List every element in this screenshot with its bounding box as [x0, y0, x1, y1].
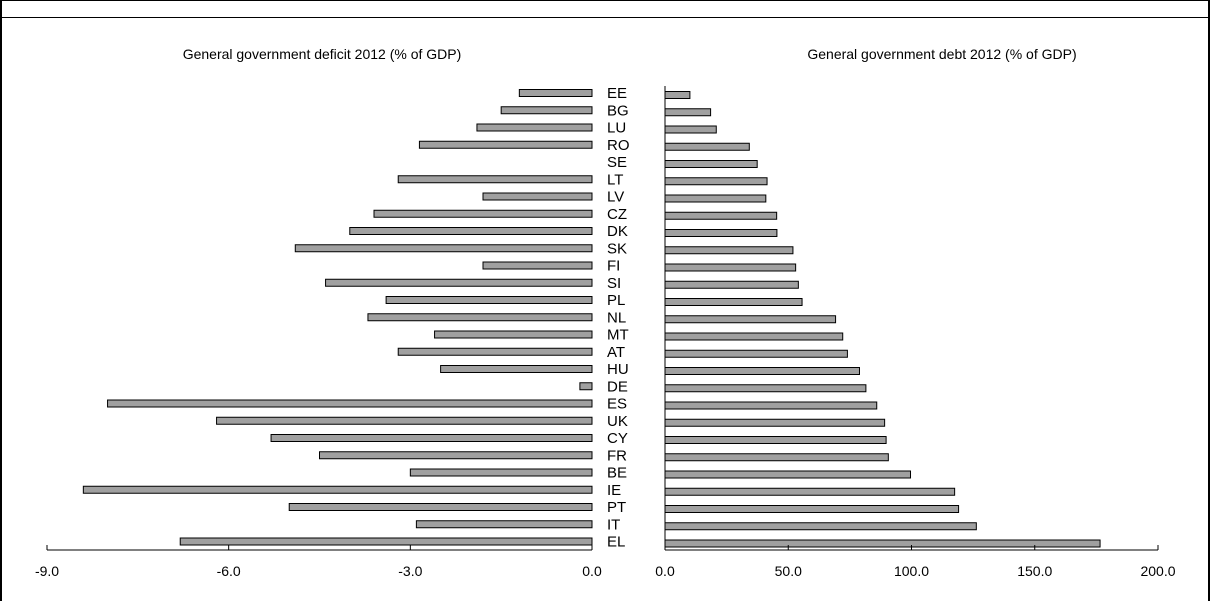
debt-bar-bg — [664, 108, 712, 117]
deficit-bar-mt — [434, 330, 593, 339]
deficit-bar-si — [325, 278, 593, 287]
debt-tick-label: 200.0 — [1140, 563, 1175, 579]
deficit-bar-be — [409, 468, 593, 477]
deficit-bar-el — [179, 537, 593, 546]
debt-bar-ro — [664, 142, 750, 151]
country-label-uk: UK — [607, 413, 628, 430]
country-label-be: BE — [607, 465, 627, 482]
country-label-se: SE — [607, 154, 627, 171]
debt-tick-label: 0.0 — [655, 563, 675, 579]
debt-bar-cy — [664, 436, 887, 444]
deficit-bar-nl — [367, 313, 593, 322]
debt-bar-ie — [664, 487, 956, 496]
debt-bar-lu — [664, 125, 717, 134]
debt-bar-hu — [664, 367, 860, 375]
deficit-bar-at — [397, 347, 593, 356]
country-label-lt: LT — [607, 171, 623, 188]
deficit-tick-label: 0.0 — [582, 563, 602, 579]
country-label-si: SI — [607, 275, 621, 292]
deficit-bar-bg — [500, 106, 593, 115]
deficit-bar-ee — [518, 89, 593, 97]
debt-bar-it — [664, 522, 977, 531]
country-label-el: EL — [607, 534, 625, 551]
country-label-bg: BG — [607, 102, 629, 119]
country-label-cy: CY — [607, 430, 628, 447]
debt-bar-mt — [664, 332, 844, 341]
debt-bar-uk — [664, 418, 886, 427]
country-label-dk: DK — [607, 223, 628, 240]
debt-bar-el — [664, 539, 1101, 548]
country-label-de: DE — [607, 378, 628, 395]
debt-bar-fi — [664, 263, 797, 272]
debt-bar-es — [664, 401, 878, 410]
country-label-lu: LU — [607, 120, 626, 137]
debt-tick-label: 100.0 — [894, 563, 929, 579]
deficit-bar-ro — [418, 140, 593, 149]
country-label-ie: IE — [607, 482, 621, 499]
country-label-lv: LV — [607, 189, 624, 206]
country-label-mt: MT — [607, 327, 629, 344]
debt-tick-label: 150.0 — [1017, 563, 1052, 579]
debt-chart-title: General government debt 2012 (% of GDP) — [807, 46, 1076, 62]
debt-chart: 0.0 50.0 100.0 150.0 200.0 — [655, 86, 1176, 579]
deficit-bar-lt — [397, 175, 593, 184]
debt-bar-si — [664, 280, 799, 289]
deficit-bar-it — [415, 520, 593, 529]
debt-bar-be — [664, 470, 912, 479]
deficit-bar-lu — [476, 123, 593, 132]
debt-bar-ee — [664, 91, 691, 99]
deficit-chart: EEBGLUROSELTLVCZDKSKFISIPLNLMTATHUDEESUK… — [35, 85, 630, 579]
deficit-bar-ie — [82, 485, 593, 494]
debt-bar-se — [664, 160, 758, 168]
debt-bar-pt — [664, 505, 960, 513]
deficit-bar-pt — [288, 503, 593, 511]
country-label-es: ES — [607, 396, 627, 413]
deficit-bar-de — [579, 382, 593, 391]
deficit-tick-label: -6.0 — [217, 563, 241, 579]
deficit-bar-pl — [385, 296, 593, 304]
country-label-at: AT — [607, 344, 625, 361]
deficit-bar-cz — [373, 209, 593, 218]
country-label-sk: SK — [607, 240, 627, 257]
top-border-strip — [0, 0, 1210, 18]
deficit-bar-fi — [482, 261, 593, 270]
debt-bar-at — [664, 349, 848, 358]
country-label-it: IT — [607, 516, 620, 533]
country-label-fr: FR — [607, 447, 627, 464]
country-label-ro: RO — [607, 137, 630, 154]
deficit-tick-label: -3.0 — [398, 563, 422, 579]
country-label-ee: EE — [607, 85, 627, 102]
deficit-bar-lv — [482, 192, 593, 201]
deficit-bar-cy — [270, 434, 593, 442]
deficit-bar-uk — [216, 416, 593, 425]
debt-bar-dk — [664, 229, 778, 237]
debt-bar-de — [664, 384, 867, 393]
deficit-bar-hu — [440, 365, 593, 373]
debt-bar-lt — [664, 177, 768, 186]
country-label-hu: HU — [607, 361, 629, 378]
country-label-pl: PL — [607, 292, 625, 309]
deficit-bar-es — [107, 399, 593, 408]
deficit-tick-label: -9.0 — [35, 563, 59, 579]
deficit-chart-title: General government deficit 2012 (% of GD… — [183, 46, 462, 62]
country-label-nl: NL — [607, 309, 626, 326]
country-label-cz: CZ — [607, 206, 627, 223]
debt-bar-lv — [664, 194, 767, 203]
country-label-fi: FI — [607, 258, 620, 275]
debt-bar-fr — [664, 453, 889, 462]
debt-bar-sk — [664, 246, 794, 255]
deficit-bar-dk — [349, 227, 593, 235]
debt-bar-pl — [664, 298, 803, 306]
country-label-pt: PT — [607, 499, 626, 516]
debt-bar-nl — [664, 315, 837, 324]
debt-bar-cz — [664, 211, 778, 220]
debt-tick-label: 50.0 — [775, 563, 802, 579]
deficit-bar-sk — [294, 244, 593, 253]
deficit-bar-fr — [319, 451, 593, 460]
